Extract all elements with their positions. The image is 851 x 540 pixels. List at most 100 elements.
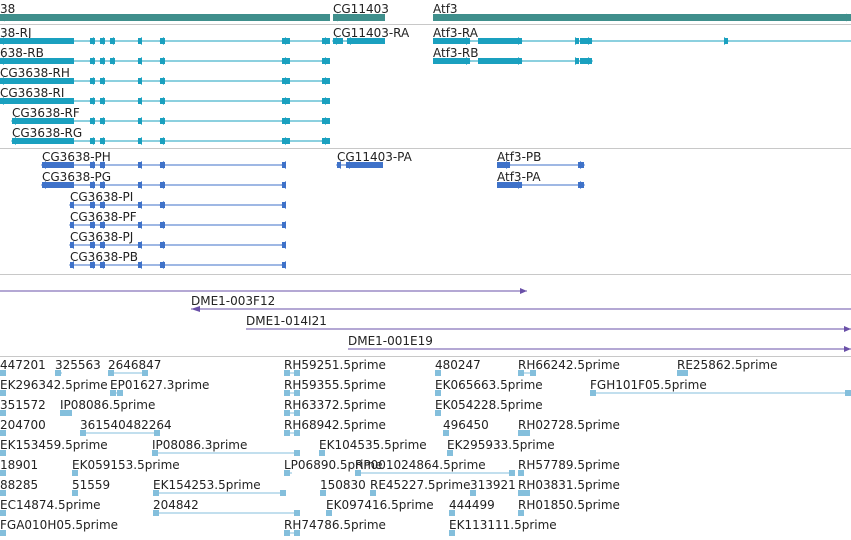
feature-cg3638-pg[interactable]: CG3638-PG: [41, 170, 286, 189]
feature-rh03831-5prime[interactable]: RH03831.5prime: [518, 478, 620, 496]
feature-ek059153-5prime[interactable]: EK059153.5prime: [72, 458, 180, 476]
strand-chevron: [137, 37, 142, 45]
est-block: [154, 430, 160, 436]
feature-480247[interactable]: 480247: [435, 358, 481, 376]
feature-label: DME1-014I21: [246, 314, 327, 328]
feature-atf3-ra[interactable]: Atf3-RA: [433, 26, 851, 45]
feature-fga010h05-5prime[interactable]: FGA010H05.5prime: [0, 518, 118, 536]
feature-ek154253-5prime[interactable]: EK154253.5prime: [153, 478, 286, 496]
feature-cg3638-pj[interactable]: CG3638-PJ: [69, 230, 286, 249]
feature-rh02728-5prime[interactable]: RH02728.5prime: [518, 418, 620, 436]
strand-chevron: [466, 37, 471, 45]
feature-rh63372-5prime[interactable]: RH63372.5prime: [284, 398, 386, 416]
feature-label: Atf3: [433, 2, 458, 16]
feature-351572[interactable]: 351572: [0, 398, 46, 416]
feature-204842[interactable]: 204842: [153, 498, 300, 516]
feature-ek153459-5prime[interactable]: EK153459.5prime: [0, 438, 108, 456]
feature-88285[interactable]: 88285: [0, 478, 38, 496]
feature-447201[interactable]: 447201: [0, 358, 46, 376]
est-block: [280, 490, 286, 496]
feature-ek295933-5prime[interactable]: EK295933.5prime: [447, 438, 555, 456]
feature-ip08086-3prime[interactable]: IP08086.3prime: [152, 438, 300, 456]
feature-label: EK113111.5prime: [449, 518, 557, 532]
feature-rh57789-5prime[interactable]: RH57789.5prime: [518, 458, 620, 476]
est-block: [117, 390, 123, 396]
feature-ek097416-5prime[interactable]: EK097416.5prime: [326, 498, 434, 516]
feature-18901[interactable]: 18901: [0, 458, 38, 476]
feature-2646847[interactable]: 2646847: [108, 358, 161, 376]
est-block: [72, 490, 78, 496]
strand-chevron: [137, 221, 142, 229]
strand-chevron: [0, 37, 4, 45]
feature-cg11403-pa[interactable]: CG11403-PA: [336, 150, 413, 169]
strand-arrow: [333, 13, 338, 22]
est-block: [66, 410, 72, 416]
feature-ep01627-3prime[interactable]: EP01627.3prime: [110, 378, 209, 396]
feature-ek113111-5prime[interactable]: EK113111.5prime: [449, 518, 557, 536]
feature-ek054228-5prime[interactable]: EK054228.5prime: [435, 398, 543, 416]
feature-lp06890-5prime[interactable]: LP06890.5prime: [284, 458, 383, 476]
est-block: [0, 410, 6, 416]
feature-cg3638-pi[interactable]: CG3638-PI: [69, 190, 286, 209]
feature-cg3638-rf[interactable]: CG3638-RF: [11, 106, 330, 125]
feature-361540482264[interactable]: 361540482264: [80, 418, 172, 436]
feature-rh59355-5prime[interactable]: RH59355.5prime: [284, 378, 386, 396]
feature-dme1-001e19[interactable]: DME1-001E19: [348, 334, 851, 352]
feature-cg3638-ph[interactable]: CG3638-PH: [41, 150, 286, 169]
feature-label: RP001024864.5prime: [355, 458, 486, 472]
strand-chevron: [159, 37, 164, 45]
feature-444499[interactable]: 444499: [449, 498, 495, 516]
feature-rp001024864-5prime[interactable]: RP001024864.5prime: [355, 458, 515, 476]
feature-label: RH03831.5prime: [518, 478, 620, 492]
feature-dme1-014i21[interactable]: DME1-014I21: [246, 314, 851, 332]
feature-313921[interactable]: 313921: [470, 478, 516, 496]
strand-chevron: [321, 57, 326, 65]
feature-cg3638-rh[interactable]: CG3638-RH: [0, 66, 330, 85]
feature-dme1-003f12[interactable]: DME1-003F12: [191, 294, 851, 312]
feature-atf3[interactable]: Atf3: [433, 2, 851, 22]
feature-rh01850-5prime[interactable]: RH01850.5prime: [518, 498, 620, 516]
exon-block: [433, 38, 470, 44]
strand-chevron: [518, 37, 523, 45]
strand-chevron: [99, 117, 104, 125]
feature-atf3-pb[interactable]: Atf3-PB: [497, 150, 585, 169]
feature-cg3638-pf[interactable]: CG3638-PF: [69, 210, 286, 229]
feature-re25862-5prime[interactable]: RE25862.5prime: [677, 358, 778, 376]
feature-atf3-pa[interactable]: Atf3-PA: [497, 170, 585, 189]
feature-ip08086-5prime[interactable]: IP08086.5prime: [60, 398, 155, 416]
feature-cg3638-rg[interactable]: CG3638-RG: [11, 126, 330, 145]
feature-150830[interactable]: 150830: [320, 478, 366, 496]
feature-rh59251-5prime[interactable]: RH59251.5prime: [284, 358, 386, 376]
feature-638-rb[interactable]: 638-RB: [0, 46, 330, 65]
strand-chevron: [281, 241, 286, 249]
feature-ek296342-5prime[interactable]: EK296342.5prime: [0, 378, 108, 396]
feature-ek104535-5prime[interactable]: EK104535.5prime: [319, 438, 427, 456]
feature-atf3-rb[interactable]: Atf3-RB: [433, 46, 593, 65]
feature-325563[interactable]: 325563: [55, 358, 101, 376]
feature-cg11403[interactable]: CG11403: [333, 2, 389, 22]
feature-496450[interactable]: 496450: [443, 418, 489, 436]
feature-cg3638-ri[interactable]: CG3638-RI: [0, 86, 330, 105]
feature-label: Atf3-RB: [433, 46, 478, 60]
est-block: [80, 430, 86, 436]
strand-chevron: [89, 97, 94, 105]
feature-38[interactable]: 38: [0, 2, 330, 22]
feature-rh68942-5prime[interactable]: RH68942.5prime: [284, 418, 386, 436]
strand-chevron: [345, 161, 350, 169]
feature-cg11403-ra[interactable]: CG11403-RA: [332, 26, 410, 45]
feature-unlabeled[interactable]: [0, 288, 527, 294]
feature-re45227-5prime[interactable]: RE45227.5prime: [370, 478, 471, 496]
feature-51559[interactable]: 51559: [72, 478, 110, 496]
feature-ek065663-5prime[interactable]: EK065663.5prime: [435, 378, 543, 396]
feature-fgh101f05-5prime[interactable]: FGH101F05.5prime: [590, 378, 851, 396]
strand-chevron: [346, 37, 351, 45]
feature-ec14874-5prime[interactable]: EC14874.5prime: [0, 498, 101, 516]
feature-rh66242-5prime[interactable]: RH66242.5prime: [518, 358, 620, 376]
feature-cg3638-pb[interactable]: CG3638-PB: [69, 250, 286, 269]
feature-rh74786-5prime[interactable]: RH74786.5prime: [284, 518, 386, 536]
strand-chevron: [137, 161, 142, 169]
feature-204700[interactable]: 204700: [0, 418, 46, 436]
feature-38-rj[interactable]: 38-RJ: [0, 26, 330, 45]
feature-label: 38-RJ: [0, 26, 31, 40]
